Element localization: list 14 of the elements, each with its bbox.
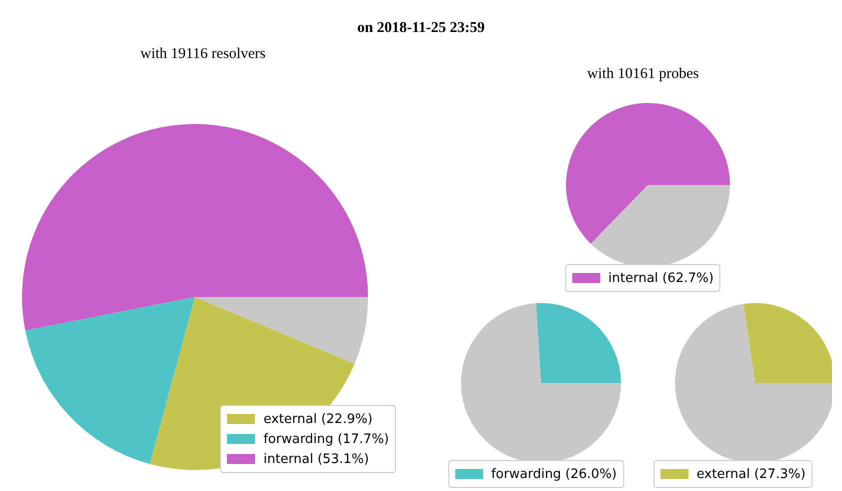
chart-subtitle: with 19116 resolvers — [139, 46, 267, 63]
pie-slice — [195, 297, 368, 364]
legend-label: forwarding (17.7%) — [263, 432, 389, 446]
pie-slice — [25, 297, 195, 464]
chart-subtitle: with 10161 probes — [586, 66, 700, 83]
chart-title: on 2018-11-25 23:59 — [356, 20, 486, 37]
legend-label: internal (62.7%) — [608, 270, 714, 286]
legend-label: internal (53.1%) — [263, 452, 369, 466]
pie-slice — [22, 124, 368, 330]
pie-slice — [566, 103, 730, 244]
legend-label: external (27.3%) — [696, 466, 806, 482]
legend-label: forwarding (26.0%) — [491, 466, 617, 482]
pie-slice — [536, 303, 621, 383]
legend-label: external (22.9%) — [263, 412, 373, 426]
